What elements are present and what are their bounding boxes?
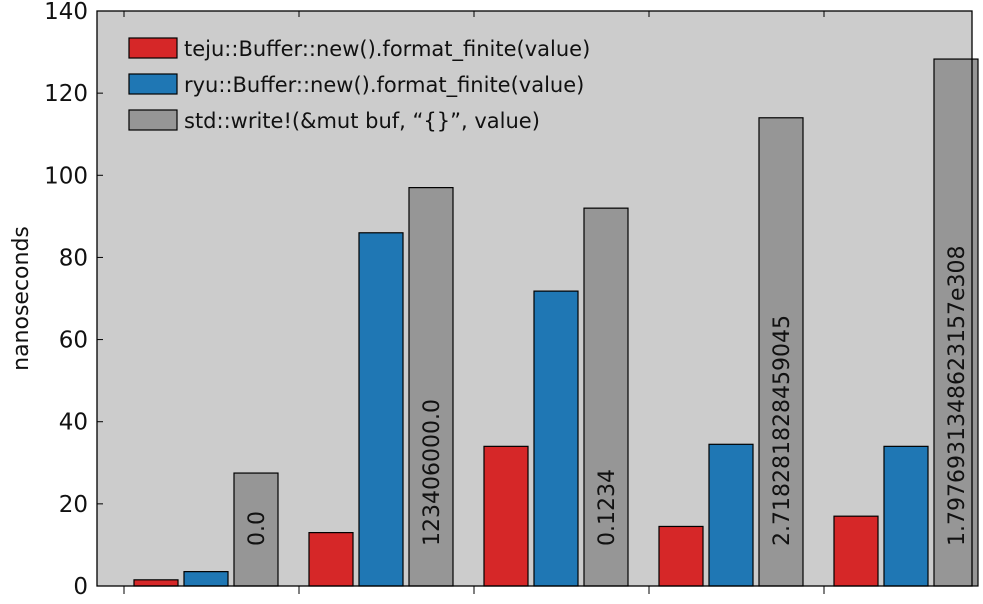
bar-std-3 (758, 117, 804, 587)
bar-std-0 (233, 472, 279, 587)
y-tick-label: 0 (73, 574, 88, 600)
x-axis-ticks (123, 11, 825, 594)
y-tick-label: 20 (59, 492, 88, 518)
legend-swatch (128, 37, 178, 59)
bar-std-2 (583, 207, 629, 587)
bar-std-4 (933, 58, 979, 587)
legend: teju::Buffer::new().format_finite(value)… (128, 37, 590, 133)
bar-ryu-2 (533, 290, 579, 587)
y-tick-label: 140 (44, 0, 88, 25)
bar-ryu-4 (883, 445, 929, 587)
bar-teju-2 (483, 445, 529, 587)
y-axis-label: nanoseconds (9, 226, 34, 371)
category-label: 0.0 (245, 511, 270, 546)
category-label: 1.7976931348623157e308 (945, 246, 970, 546)
bar-teju-4 (833, 515, 879, 587)
plot-frame (96, 10, 973, 587)
y-tick-label: 100 (44, 163, 88, 189)
y-tick-label: 40 (59, 410, 88, 436)
bar-labels: 0.0 123406000.0 0.1234 2.718281828459045 1.7… (245, 246, 970, 546)
bar-teju-0 (133, 579, 179, 587)
y-tick-label: 120 (44, 81, 88, 107)
bar-ryu-1 (358, 232, 404, 587)
legend-swatch (128, 109, 178, 131)
legend-label: teju::Buffer::new().format_finite(value) (184, 37, 590, 62)
category-label: 0.1234 (595, 469, 620, 546)
legend-label: ryu::Buffer::new().format_finite(value) (184, 73, 584, 98)
category-label: 2.718281828459045 (770, 315, 795, 546)
bars (133, 58, 979, 587)
y-tick-label: 80 (59, 245, 88, 271)
legend-swatch (128, 73, 178, 95)
y-tick-label: 60 (59, 328, 88, 354)
category-label: 123406000.0 (420, 399, 445, 546)
bar-ryu-0 (183, 571, 229, 587)
legend-label: std::write!(&mut buf, “{}”, value) (184, 109, 540, 133)
bar-std-1 (408, 187, 454, 587)
y-axis-ticks: 0 20 40 60 80 100 120 140 (44, 0, 972, 600)
bar-teju-1 (308, 532, 354, 587)
bar-ryu-3 (708, 443, 754, 587)
bar-teju-3 (658, 525, 704, 587)
